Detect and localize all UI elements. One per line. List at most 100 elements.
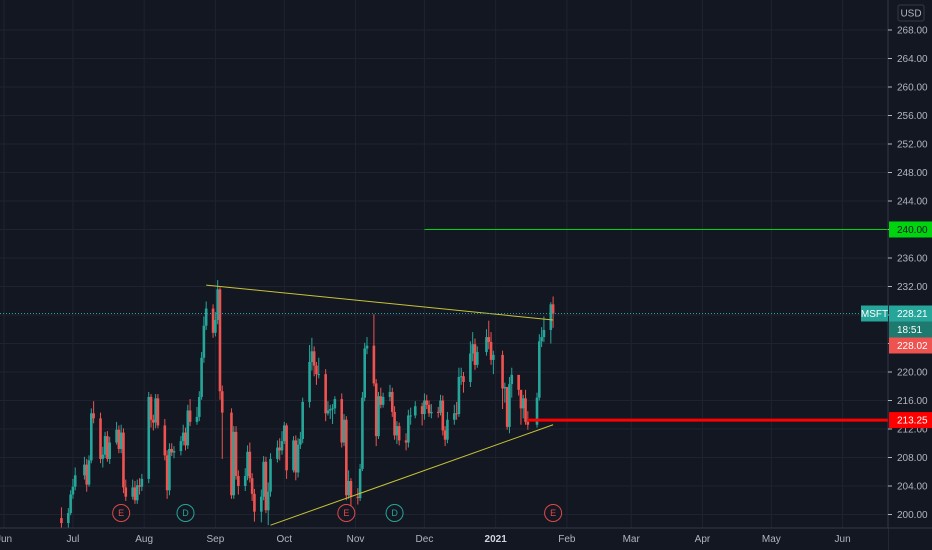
candle[interactable] [135, 479, 139, 504]
candle[interactable] [292, 436, 295, 473]
candle[interactable] [358, 463, 362, 501]
candle[interactable] [308, 344, 311, 408]
candle[interactable] [168, 443, 171, 496]
candle[interactable] [99, 412, 102, 464]
candle[interactable] [186, 404, 190, 449]
candle[interactable] [540, 327, 543, 348]
candle[interactable] [425, 394, 429, 410]
candle[interactable] [475, 346, 479, 368]
candle[interactable] [103, 431, 107, 459]
candle[interactable] [154, 394, 157, 429]
candle[interactable] [181, 424, 185, 446]
candle[interactable] [197, 391, 201, 422]
candle[interactable] [200, 352, 203, 400]
candle[interactable] [328, 404, 332, 420]
candle[interactable] [331, 404, 334, 425]
candle[interactable] [147, 391, 151, 484]
candle[interactable] [310, 337, 314, 371]
candle[interactable] [262, 456, 265, 501]
candle[interactable] [188, 399, 192, 427]
candle[interactable] [453, 404, 456, 425]
candle[interactable] [220, 385, 224, 459]
candle[interactable] [301, 397, 304, 444]
candle[interactable] [317, 357, 321, 379]
candle[interactable] [156, 394, 160, 429]
candle[interactable] [117, 425, 121, 454]
candle[interactable] [492, 350, 495, 375]
candle[interactable] [374, 379, 378, 447]
candle[interactable] [218, 287, 222, 400]
candle[interactable] [409, 407, 412, 425]
candle[interactable] [363, 342, 367, 402]
candle[interactable] [138, 478, 141, 495]
candle[interactable] [276, 440, 279, 463]
symbol-tag[interactable]: MSFT [861, 305, 888, 322]
candle[interactable] [184, 427, 187, 451]
candle[interactable] [459, 367, 463, 385]
candle[interactable] [462, 372, 465, 393]
candle[interactable] [179, 436, 183, 456]
candle[interactable] [503, 382, 507, 403]
candle[interactable] [140, 473, 144, 491]
candle[interactable] [439, 394, 442, 416]
candle[interactable] [172, 446, 176, 459]
earnings-marker[interactable]: E [112, 504, 131, 522]
candle[interactable] [202, 316, 206, 363]
candle[interactable] [152, 414, 155, 431]
candle[interactable] [216, 280, 219, 325]
candle[interactable] [505, 386, 509, 430]
candle[interactable] [457, 367, 461, 417]
candle[interactable] [441, 395, 445, 436]
candle[interactable] [521, 394, 525, 419]
candle[interactable] [455, 401, 458, 420]
candle[interactable] [471, 332, 474, 362]
candle[interactable] [250, 473, 254, 501]
candle[interactable] [315, 362, 318, 385]
candle[interactable] [407, 409, 410, 448]
candle[interactable] [501, 350, 504, 410]
candle[interactable] [312, 346, 316, 377]
candle[interactable] [106, 431, 109, 462]
candle[interactable] [108, 436, 111, 464]
candle[interactable] [510, 367, 514, 398]
candle[interactable] [377, 391, 380, 439]
trendline-lower-support[interactable] [270, 424, 554, 526]
candle[interactable] [413, 401, 417, 419]
candle[interactable] [395, 421, 399, 444]
candle[interactable] [60, 507, 63, 531]
candle[interactable] [296, 438, 300, 478]
candlestick-series[interactable] [60, 280, 555, 531]
candle[interactable] [253, 488, 256, 522]
candle[interactable] [211, 304, 215, 338]
dividend-marker[interactable]: D [176, 504, 195, 522]
candle[interactable] [397, 422, 401, 446]
candle[interactable] [248, 442, 252, 483]
candle[interactable] [101, 446, 105, 468]
candle[interactable] [443, 426, 447, 447]
candle[interactable] [489, 332, 493, 365]
candle[interactable] [163, 419, 167, 461]
candle[interactable] [234, 426, 238, 480]
candle[interactable] [243, 468, 247, 491]
candle[interactable] [269, 453, 272, 497]
candle[interactable] [361, 391, 364, 472]
candle[interactable] [469, 341, 472, 387]
candle[interactable] [90, 408, 93, 464]
candle[interactable] [67, 508, 70, 530]
candle[interactable] [85, 458, 89, 492]
candle[interactable] [214, 312, 217, 337]
candle[interactable] [388, 384, 392, 402]
candle[interactable] [535, 392, 539, 428]
candle[interactable] [473, 338, 477, 370]
candle[interactable] [133, 481, 137, 504]
price-axis[interactable] [888, 0, 932, 550]
candle[interactable] [356, 488, 360, 505]
currency-badge[interactable] [897, 4, 925, 22]
candle[interactable] [404, 433, 408, 451]
candle[interactable] [149, 394, 153, 428]
earnings-marker[interactable]: E [337, 504, 356, 522]
candle[interactable] [436, 406, 440, 418]
candle[interactable] [285, 423, 288, 479]
